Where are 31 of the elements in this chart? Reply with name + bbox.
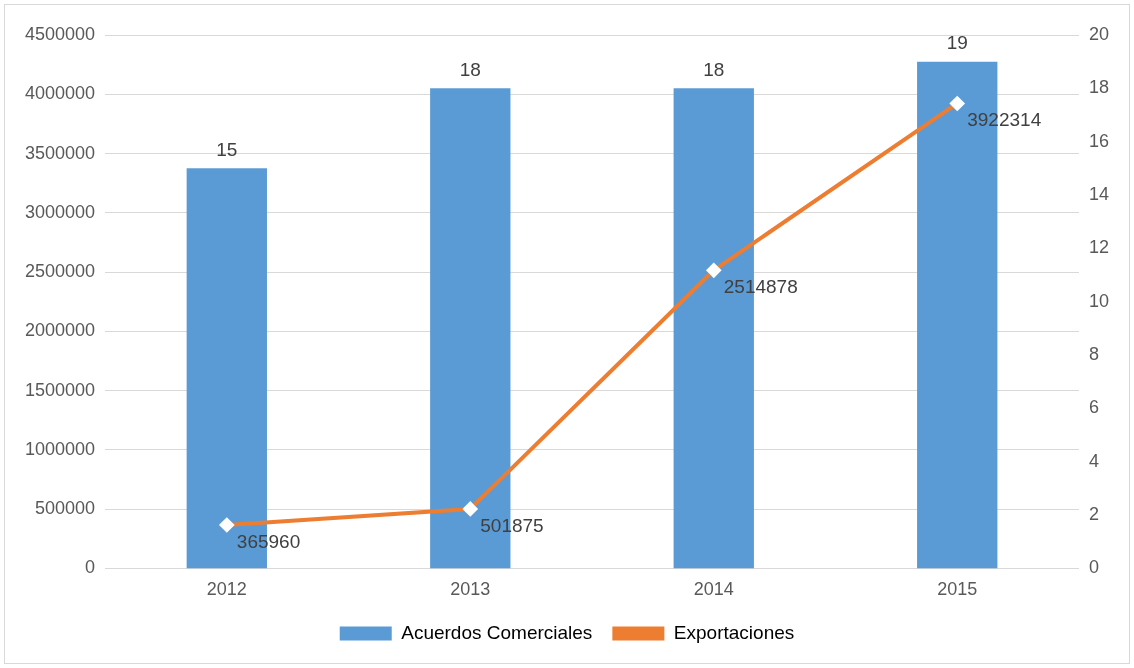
y2-tick-label: 12	[1088, 237, 1110, 258]
y2-tick-label: 18	[1088, 77, 1110, 98]
y-tick-label: 4000000	[25, 83, 96, 104]
y-tick-label: 1500000	[25, 379, 96, 400]
y2-tick-label: 0	[1088, 557, 1099, 578]
y2-tick-label: 2	[1088, 504, 1099, 525]
data-label: 18	[459, 59, 481, 81]
y-tick-label: 500000	[35, 498, 96, 519]
y-tick-label: 2000000	[25, 320, 96, 341]
data-label: 15	[216, 139, 238, 161]
y2-tick-label: 6	[1088, 397, 1099, 418]
y2-tick-label: 20	[1088, 23, 1110, 44]
y2-tick-label: 10	[1088, 290, 1110, 311]
y-tick-label: 4500000	[25, 23, 96, 44]
y-tick-label: 1000000	[25, 438, 96, 459]
x-tick-label: 2012	[206, 579, 247, 600]
y2-tick-label: 16	[1088, 130, 1110, 151]
y2-tick-label: 8	[1088, 344, 1099, 365]
y2-tick-label: 14	[1088, 183, 1110, 204]
legend-label: Exportaciones	[673, 621, 795, 643]
data-label: 18	[703, 59, 725, 81]
data-label: 19	[946, 32, 968, 54]
x-tick-label: 2014	[693, 579, 734, 600]
y-tick-label: 3500000	[25, 142, 96, 163]
y2-tick-label: 4	[1088, 450, 1099, 471]
y-tick-label: 0	[85, 557, 96, 578]
y-tick-label: 2500000	[25, 261, 96, 282]
legend-label: Acuerdos Comerciales	[401, 621, 593, 643]
x-tick-label: 2015	[937, 579, 978, 600]
x-tick-label: 2013	[450, 579, 491, 600]
y-tick-label: 3000000	[25, 201, 96, 222]
